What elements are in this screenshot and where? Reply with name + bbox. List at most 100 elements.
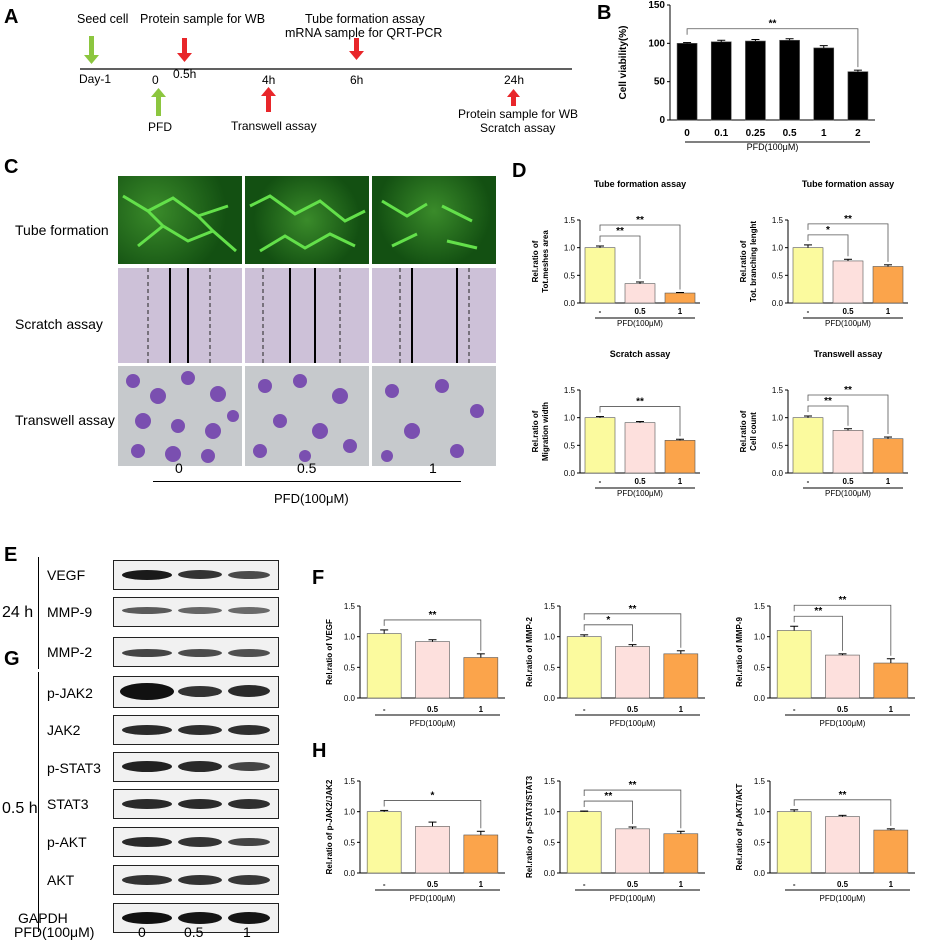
bar (366, 633, 402, 699)
panel-letter-c: C (4, 156, 19, 178)
chart-d1-tube-meshes: Tube formation assay 0.0 0.5 1.0 1.5 Rel.rati… (531, 179, 700, 328)
significance-label: ** (616, 226, 624, 237)
y-tick-label: 0.0 (344, 869, 356, 878)
seed-cell-label: Seed cell (77, 12, 129, 26)
y-tick-label: 1.0 (344, 808, 356, 817)
x-tick-label: 1 (679, 705, 684, 714)
bar (615, 828, 650, 874)
x-tick-label: - (383, 705, 386, 714)
blot-strip-pstat3 (113, 752, 279, 782)
significance-label: ** (839, 790, 847, 801)
tube-formation-image-0-5 (245, 176, 369, 264)
transwell-image-1 (372, 366, 496, 466)
bar (664, 292, 696, 304)
x-tick-label: 0.5 (427, 880, 439, 889)
significance-bracket (807, 405, 849, 426)
x-axis-label: PFD(100μM) (617, 489, 663, 498)
chart-title: Tube formation assay (802, 179, 894, 189)
y-tick-label: 0.0 (564, 299, 576, 308)
x-tick-label: - (599, 477, 602, 486)
time-4h-label: 4h (262, 73, 276, 87)
y-tick-label: 100 (648, 38, 665, 49)
time-zero-label: 0 (152, 73, 159, 87)
bar (584, 247, 616, 304)
wb-sample-24h-label: Protein sample for WB (458, 107, 579, 121)
significance-bracket (807, 394, 889, 435)
bar (873, 662, 909, 699)
chart-h3-pakt: 0.0 0.5 1.0 1.5 Rel.ratio of p-AKT/AKT - 0.5 1 *… (735, 777, 915, 903)
y-tick-label: 0.0 (544, 694, 556, 703)
y-tick-label: 0.0 (754, 869, 766, 878)
significance-label: ** (429, 610, 437, 621)
x-tick-label: - (807, 307, 810, 316)
bar (463, 657, 499, 699)
y-axis-label: Rel.ratio of MMP-2 (525, 617, 534, 687)
x-tick-label: 0.25 (746, 128, 766, 139)
y-tick-label: 1.0 (344, 633, 356, 642)
blot-strip-akt (113, 865, 279, 895)
y-tick-label: 0 (659, 115, 665, 126)
transwell-image-0 (118, 366, 242, 466)
bar (624, 283, 656, 304)
x-axis-label: PFD(100μM) (747, 142, 799, 152)
x-tick-label: 1 (889, 705, 894, 714)
x-axis-label: PFD(100μM) (610, 719, 656, 728)
chart-title: Transwell assay (814, 349, 883, 359)
bar (615, 646, 650, 699)
scratch-image-0-5 (245, 268, 369, 363)
wb-sample-label: Protein sample for WB (140, 12, 266, 26)
group-label-0-5h: 0.5 h (2, 800, 38, 817)
bar (872, 438, 904, 474)
y-tick-label: 0.5 (772, 441, 784, 450)
bar (710, 41, 732, 121)
significance-bracket (686, 28, 859, 68)
x-tick-label: 0.5 (634, 307, 646, 316)
y-tick-label: 1.0 (754, 633, 766, 642)
bar (366, 811, 402, 874)
significance-bracket (583, 800, 633, 824)
microscopy-xlabel: PFD(100μM) (274, 491, 349, 506)
significance-bracket (793, 615, 843, 651)
bar (873, 829, 909, 874)
x-tick-label: 0.5 (627, 880, 639, 889)
y-tick-label: 0.0 (754, 694, 766, 703)
chart-f1-vegf: 0.0 0.5 1.0 1.5 Rel.ratio of VEGF - 0.5 1 ** PFD(… (325, 602, 505, 728)
x-tick-label: - (383, 880, 386, 889)
significance-bracket (793, 799, 892, 826)
significance-label: ** (629, 780, 637, 791)
chart-title: Scratch assay (610, 349, 671, 359)
y-tick-label: 1.5 (772, 386, 784, 395)
time-6h-label: 6h (350, 73, 364, 87)
significance-label: * (826, 225, 830, 236)
x-tick-label: - (583, 705, 586, 714)
bar (584, 417, 616, 474)
x-tick-label: 1 (479, 705, 484, 714)
y-tick-label: 0.0 (772, 469, 784, 478)
panel-letter-e: E (4, 544, 18, 566)
blot-strip-jak2 (113, 715, 279, 745)
y-tick-label: 0.5 (564, 441, 576, 450)
y-tick-label: 50 (654, 77, 666, 88)
blot-strip-mmp2 (113, 637, 279, 667)
y-tick-label: 0.5 (544, 663, 556, 672)
y-axis-label-line1: Rel.ratio of (739, 240, 748, 282)
tube-formation-image-1 (372, 176, 496, 264)
blot-dose-1: 1 (243, 924, 251, 940)
microscopy-panel: Tube formation Scratch assay Transwell a… (0, 170, 500, 520)
bar (779, 39, 800, 121)
chart-d2-tube-branching: Tube formation assay 0.0 0.5 1.0 1.5 Rel.rati… (739, 179, 908, 328)
y-tick-label: 1.5 (564, 386, 576, 395)
bar (825, 654, 860, 699)
x-tick-label: - (599, 307, 602, 316)
chart-h1-pjak2: 0.0 0.5 1.0 1.5 Rel.ratio of p-JAK2/JAK2 - 0.5… (325, 777, 505, 903)
bar (776, 811, 812, 874)
time-0-5h-label: 0.5h (173, 67, 197, 81)
blot-label-jak2: JAK2 (47, 722, 81, 738)
blot-label-pstat3: p-STAT3 (47, 760, 101, 776)
blot-strip-vegf (113, 560, 279, 590)
bar (847, 71, 869, 121)
significance-bracket (807, 223, 889, 262)
y-tick-label: 1.5 (772, 216, 784, 225)
tube-formation-image-0 (118, 176, 242, 264)
x-axis-label: PFD(100μM) (410, 894, 456, 903)
